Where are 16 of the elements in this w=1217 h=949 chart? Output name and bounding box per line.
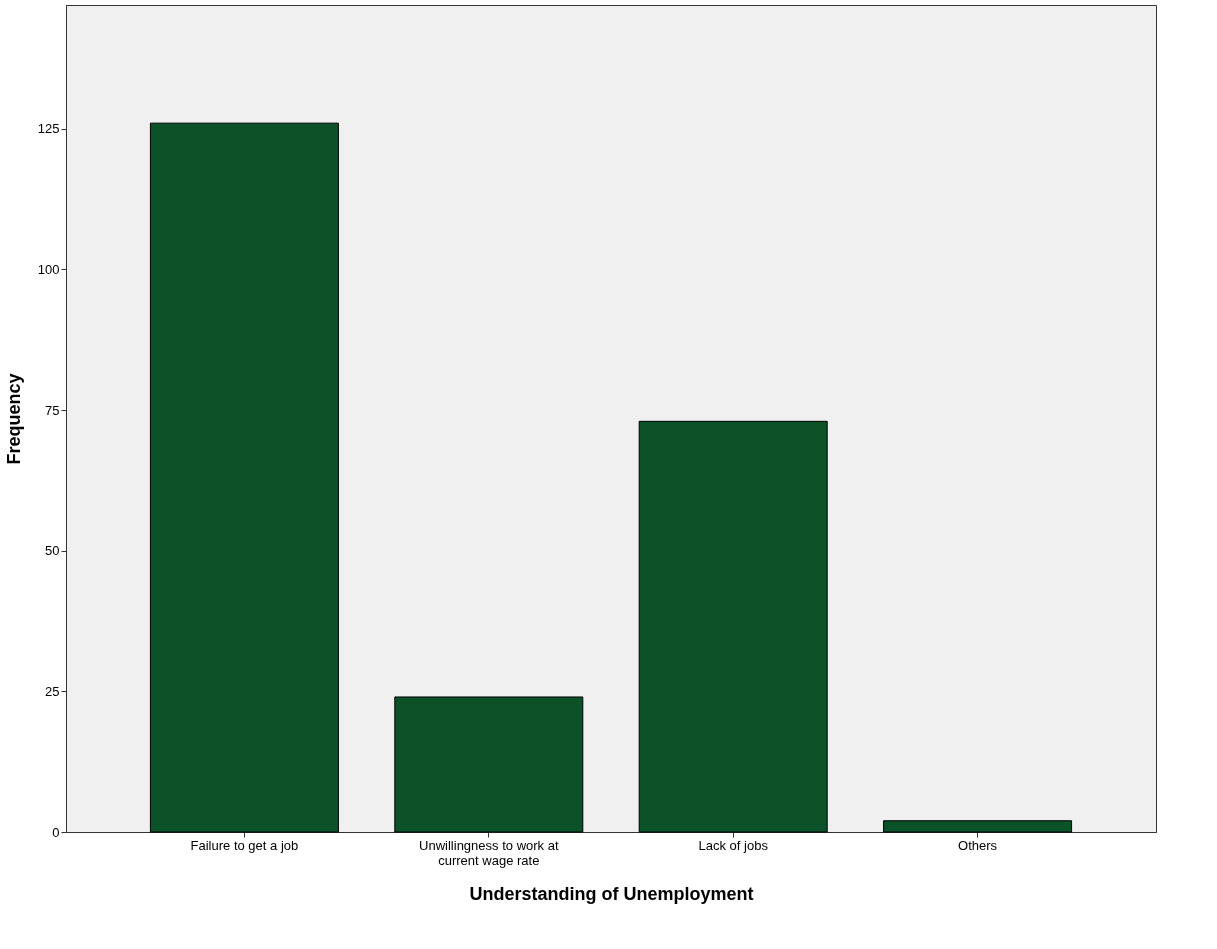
- y-axis-title: Frequency: [3, 373, 24, 465]
- y-tick-label: 100: [37, 261, 60, 277]
- x-tick-label: Unwillingness to work at current wage rate: [419, 837, 559, 868]
- bar: [149, 122, 339, 833]
- x-tick-label: Failure to get a job: [190, 837, 299, 853]
- x-axis-title: Understanding of Unemployment: [469, 883, 754, 904]
- y-tick-label: 0: [52, 824, 60, 840]
- x-tick-label: Lack of jobs: [698, 837, 769, 853]
- y-tick-label: 50: [45, 543, 60, 559]
- bar: [638, 420, 828, 833]
- bar: [394, 696, 584, 833]
- y-tick-label: 25: [45, 683, 60, 699]
- y-tick-label: 125: [37, 121, 60, 137]
- bar: [883, 820, 1073, 833]
- x-tick-label: Others: [958, 837, 998, 853]
- y-tick-label: 75: [45, 402, 60, 418]
